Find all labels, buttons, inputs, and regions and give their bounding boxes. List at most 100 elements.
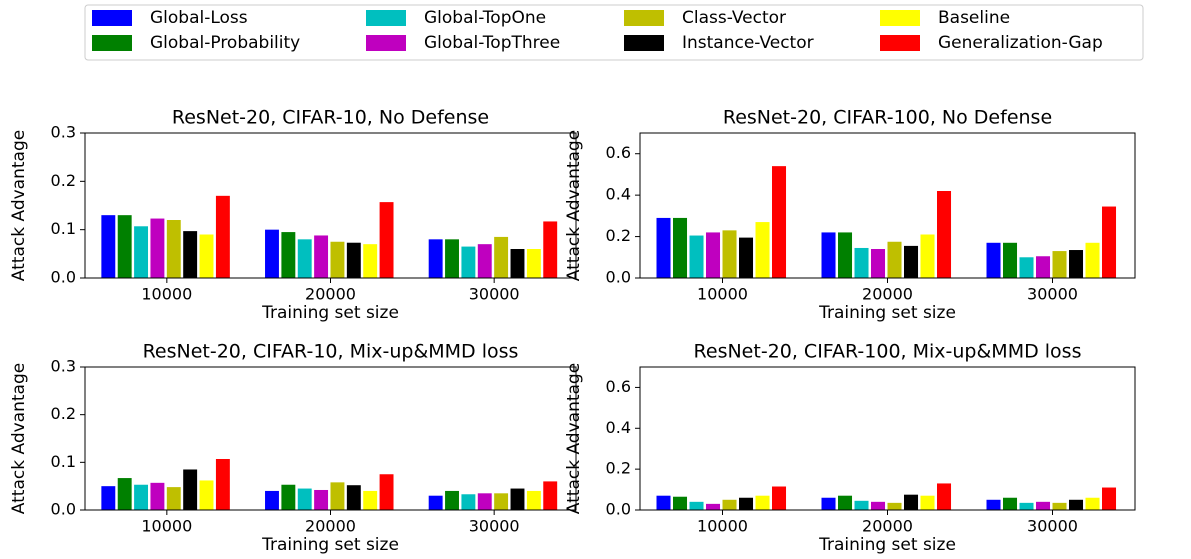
legend-box [84,4,1144,61]
legend-label: Global-TopOne [424,8,546,28]
bar [887,241,902,278]
bar [1003,497,1018,510]
y-tick-label: 0.3 [51,357,76,376]
legend-label: Global-TopThree [424,33,560,53]
bar [526,249,541,278]
bar [134,484,149,510]
y-tick-label: 0.2 [51,404,76,423]
axes-frame [639,366,1136,511]
y-tick-label: 0.2 [606,226,631,245]
bar [166,487,181,510]
bar [854,500,869,510]
bar [150,482,165,510]
bar [887,502,902,510]
bar [101,215,116,278]
bar [656,495,671,510]
bar [920,495,935,510]
x-tick-label: 30000 [469,285,520,304]
bar [117,215,132,278]
chart-title: ResNet-20, CIFAR-10, Mix-up&MMD loss [143,341,519,363]
bar [838,495,853,510]
x-axis-label: Training set size [261,535,399,555]
bar [904,494,919,510]
bar [1102,206,1117,278]
legend-label: Global-Probability [150,33,300,53]
chart-title: ResNet-20, CIFAR-100, Mix-up&MMD loss [694,341,1082,363]
legend-label: Instance-Vector [682,33,814,53]
legend-swatch [880,10,920,26]
bar [871,501,886,510]
x-tick-label: 20000 [862,285,913,304]
bar [101,486,116,510]
bar [986,242,1001,278]
y-tick-label: 0.1 [51,452,76,471]
bar [722,499,737,510]
y-axis-label: Attack Advantage [9,363,29,514]
legend-swatch [92,35,132,51]
bar [920,234,935,278]
bar [821,497,836,510]
bar [904,245,919,278]
bar [937,191,952,278]
bar [821,232,836,278]
x-axis-label: Training set size [261,303,399,323]
bar [281,232,296,278]
y-tick-label: 0.0 [51,268,76,287]
bar [1036,501,1051,510]
bar [166,220,181,278]
x-tick-label: 30000 [1027,285,1078,304]
y-tick-label: 0.4 [606,418,631,437]
bar [526,490,541,510]
y-tick-label: 0.1 [51,219,76,238]
bar [706,232,721,278]
y-tick-label: 0.6 [606,377,631,396]
bar [265,229,279,278]
bar [297,239,312,278]
bar [445,490,459,510]
legend-label: Class-Vector [682,8,786,28]
bar [117,478,132,510]
bar [772,166,787,278]
x-tick-label: 20000 [305,285,356,304]
bar [1019,502,1034,510]
bar [1003,242,1018,278]
bar [739,497,754,510]
y-tick-label: 0.2 [606,459,631,478]
bar [379,202,394,278]
bar [871,249,886,278]
x-tick-label: 20000 [862,517,913,536]
x-tick-label: 20000 [305,517,356,536]
bar [673,496,688,510]
bar [755,495,770,510]
bar [494,493,509,510]
chart-title: ResNet-20, CIFAR-10, No Defense [172,107,489,129]
bar [461,494,476,510]
bar [673,217,688,278]
y-tick-label: 0.2 [51,171,76,190]
bar [134,226,149,278]
bar [330,482,345,510]
bar [297,488,312,510]
bar [937,483,952,510]
bar [510,249,525,278]
legend-label: Baseline [938,8,1010,28]
bar [510,488,525,510]
x-tick-label: 10000 [697,285,748,304]
bar [183,231,198,278]
bar [543,221,558,278]
bar [265,490,279,510]
bar [739,237,754,278]
bar [281,484,296,510]
y-axis-label: Attack Advantage [564,363,584,514]
bar [543,481,558,510]
y-tick-label: 0.0 [51,500,76,519]
bar [1069,250,1084,278]
bar [854,247,869,278]
legend-label: Generalization-Gap [938,33,1103,53]
bar [1052,502,1067,510]
bar [1085,497,1100,510]
bar [379,474,394,510]
bar [1052,251,1067,278]
bar [689,501,704,510]
